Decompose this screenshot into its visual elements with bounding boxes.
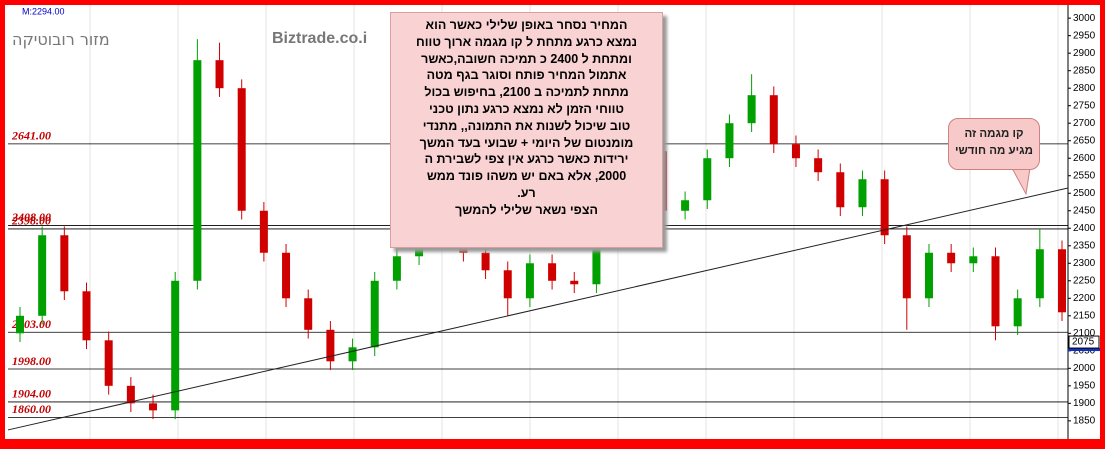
candle-body xyxy=(1013,298,1022,327)
candle-body xyxy=(237,88,246,211)
y-tick-label: 2650 xyxy=(1073,135,1096,146)
candle-body xyxy=(215,60,224,89)
candle-body xyxy=(880,179,889,236)
candle-body xyxy=(791,144,800,159)
candle-body xyxy=(681,200,690,211)
level-label: 1998.00 xyxy=(12,354,51,368)
candle-body xyxy=(548,263,557,281)
annotation-line: רע. xyxy=(517,185,536,200)
level-label: 1860.00 xyxy=(12,402,51,416)
candle-body xyxy=(82,291,91,341)
candle-body xyxy=(370,280,379,348)
candle-body xyxy=(924,252,933,299)
candle-body xyxy=(60,235,69,292)
candle-body xyxy=(1058,249,1066,313)
candle-body xyxy=(392,256,401,281)
y-tick-label: 2400 xyxy=(1073,223,1096,234)
candle-body xyxy=(725,123,734,159)
y-tick-label: 1850 xyxy=(1073,415,1096,426)
candle-body xyxy=(126,385,135,404)
y-tick-label: 2150 xyxy=(1073,310,1096,321)
candle-body xyxy=(481,252,490,271)
y-tick-label: 2100 xyxy=(1073,328,1096,339)
candle-body xyxy=(769,95,778,145)
candle-body xyxy=(747,95,756,124)
candle-body xyxy=(38,235,47,316)
candle-body xyxy=(703,158,712,201)
annotation-line: 2000, אלא באם יש משהו פונד ממש xyxy=(426,169,627,184)
level-label: 1904.00 xyxy=(12,387,51,401)
annotation-line: המחיר נסחר באופן שלילי כאשר הוא xyxy=(425,18,628,32)
candle-body xyxy=(1035,249,1044,299)
y-tick-label: 2900 xyxy=(1073,48,1096,59)
candle-body xyxy=(193,60,202,281)
candle-body xyxy=(104,340,113,386)
level-label: 2398.00 xyxy=(11,214,51,228)
last-price-label: 2075 xyxy=(1072,337,1095,348)
y-tick-label: 2450 xyxy=(1073,205,1096,216)
candle-body xyxy=(304,298,313,330)
y-tick-label: 1900 xyxy=(1073,398,1096,409)
y-tick-label: 2800 xyxy=(1073,83,1096,94)
candle-body xyxy=(259,210,268,253)
y-tick-label: 2500 xyxy=(1073,188,1096,199)
y-tick-label: 2350 xyxy=(1073,240,1096,251)
candle-body xyxy=(282,252,291,299)
annotation-line: ירידות כאשר כרגע אין צפי לשבירת ה xyxy=(424,152,629,167)
annotation-line: מתחת לתמיכה ב 2100, בחיפוש בכול xyxy=(424,85,629,100)
candle-body xyxy=(814,158,823,173)
level-label: 2408.00 xyxy=(11,210,51,224)
candle-body xyxy=(991,256,1000,327)
y-tick-label: 2950 xyxy=(1073,30,1096,41)
candle-body xyxy=(592,235,601,285)
y-tick-label: 2700 xyxy=(1073,118,1096,129)
annotation-box: המחיר נסחר באופן שלילי כאשר הוא נמצא כרגע… xyxy=(390,12,663,248)
annotation-line: אתמול המחיר פותח וסוגר בגף מטה xyxy=(426,68,627,83)
candle-body xyxy=(947,252,956,264)
last-price-underline xyxy=(1068,348,1100,352)
annotation-line: טווחי הזמן לא נמצא כרגע נתון טכני xyxy=(429,101,624,116)
annotation-line: ומתחת ל 2400 כ תמיכה חשובה,כאשר xyxy=(421,51,632,66)
annotation-line: נמצא כרגע מתחת ל קו מגמה ארוך טווח xyxy=(416,34,637,49)
y-tick-label: 3000 xyxy=(1073,13,1096,24)
y-tick-label: 2000 xyxy=(1073,363,1096,374)
y-tick-label: 2300 xyxy=(1073,258,1096,269)
annotation-line: הצפי נשאר שלילי להמשך xyxy=(455,202,598,217)
candle-body xyxy=(348,347,357,362)
trendline xyxy=(7,187,1069,431)
candle-body xyxy=(969,256,978,264)
last-price-box xyxy=(1068,335,1100,349)
y-tick-label: 2600 xyxy=(1073,153,1096,164)
watermark: מזור רובוטיקה xyxy=(12,30,110,49)
callout-box: קו מגמה זה מגיע מה חודשי xyxy=(948,118,1040,170)
candle-body xyxy=(171,280,180,411)
candle-body xyxy=(503,270,512,299)
annotation-line: טוב שיכול לשנות את התמונה,, מתנדי xyxy=(422,118,631,133)
candle-body xyxy=(149,403,158,411)
watermark: Biztrade.co.i xyxy=(272,30,368,47)
annotation-line: מגיע מה חודשי xyxy=(955,145,1033,157)
candle-body xyxy=(326,329,335,362)
candle-body xyxy=(16,315,24,334)
candle-body xyxy=(525,263,534,299)
candle-body xyxy=(836,172,845,208)
y-tick-label: 2550 xyxy=(1073,170,1096,181)
y-tick-label: 2850 xyxy=(1073,65,1096,76)
candle-body xyxy=(570,280,579,285)
candle-body xyxy=(902,235,911,299)
candle-body xyxy=(858,179,867,208)
header-label: M:2294.00 xyxy=(22,6,65,16)
y-tick-label: 2750 xyxy=(1073,100,1096,111)
y-tick-label: 1950 xyxy=(1073,380,1096,391)
annotation-line: מומנטום של היומי + שבועי בעד המשך xyxy=(419,135,634,150)
y-tick-label: 2250 xyxy=(1073,275,1096,286)
annotation-line: קו מגמה זה xyxy=(964,128,1024,140)
level-label: 2641.00 xyxy=(11,129,51,143)
y-tick-label: 2200 xyxy=(1073,293,1096,304)
